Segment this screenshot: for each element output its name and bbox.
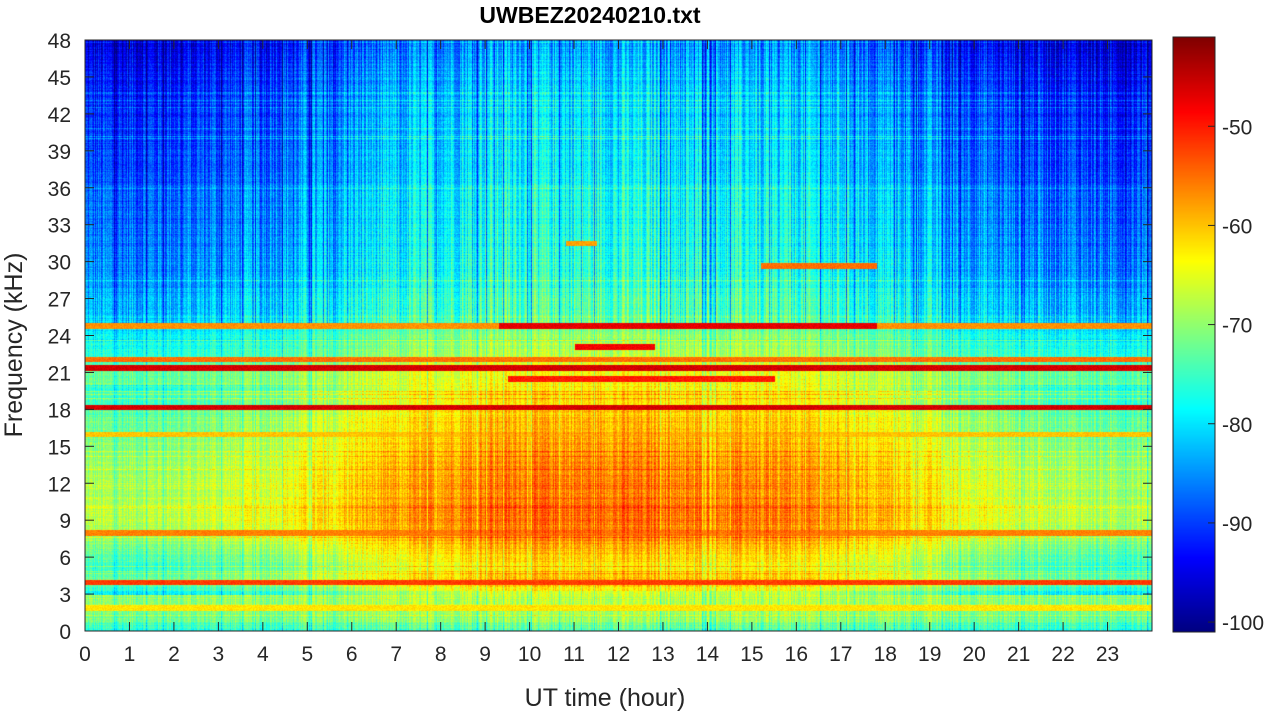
y-tick-label: 39 <box>48 141 71 164</box>
colorbar-tick-label: -70 <box>1222 315 1252 338</box>
x-tick-label: 21 <box>1007 643 1030 666</box>
x-tick-label: 22 <box>1051 643 1074 666</box>
x-tick-label: 7 <box>390 643 402 666</box>
y-tick-label: 6 <box>59 547 71 570</box>
colorbar-tick-label: -100 <box>1222 612 1264 635</box>
y-tick-label: 0 <box>59 621 71 644</box>
chart-title: UWBEZ20240210.txt <box>479 2 700 28</box>
colorbar-tick-label: -80 <box>1222 414 1252 437</box>
x-tick-label: 0 <box>79 643 91 666</box>
y-axis-label: Frequency (kHz) <box>0 253 28 438</box>
y-tick-label: 3 <box>59 584 71 607</box>
colorbar-tick-label: -50 <box>1222 116 1252 139</box>
x-tick-label: 15 <box>740 643 763 666</box>
colorbar-tick-label: -60 <box>1222 215 1252 238</box>
x-tick-label: 11 <box>563 643 585 666</box>
x-tick-label: 14 <box>696 643 720 666</box>
colorbar-gradient <box>1173 37 1215 632</box>
x-tick-label: 8 <box>435 643 447 666</box>
y-tick-label: 30 <box>48 252 71 275</box>
plot-frame <box>84 39 1153 632</box>
y-tick-label: 45 <box>48 67 71 90</box>
y-tick-label: 36 <box>48 178 71 201</box>
x-tick-label: 12 <box>607 643 630 666</box>
y-tick-label: 24 <box>48 326 72 349</box>
x-tick-label: 17 <box>829 643 852 666</box>
x-tick-label: 16 <box>785 643 808 666</box>
x-axis: 0 1 2 3 4 5 6 7 8 9 10 11 12 13 14 15 16 17 18 19 20 21 22 23 <box>79 40 1119 666</box>
plot-area <box>85 40 1152 631</box>
x-tick-label: 13 <box>651 643 674 666</box>
x-tick-label: 9 <box>479 643 491 666</box>
x-tick-label: 10 <box>518 643 541 666</box>
x-tick-label: 23 <box>1096 643 1119 666</box>
y-tick-label: 15 <box>48 436 71 459</box>
x-tick-label: 3 <box>213 643 225 666</box>
y-tick-label: 27 <box>48 289 71 312</box>
colorbar-ticks: -100 -90 -80 -70 -60 -50 <box>1208 116 1264 635</box>
y-tick-label: 42 <box>48 104 71 127</box>
x-tick-label: 5 <box>301 643 313 666</box>
y-tick-label: 21 <box>48 362 71 385</box>
x-tick-label: 6 <box>346 643 358 666</box>
y-tick-label: 9 <box>59 510 71 533</box>
heatmap-image <box>85 40 1152 631</box>
x-tick-label: 2 <box>168 643 180 666</box>
y-tick-label: 33 <box>48 215 71 238</box>
y-tick-label: 18 <box>48 399 71 422</box>
x-tick-label: 20 <box>962 643 985 666</box>
colorbar-frame <box>1172 36 1216 633</box>
colorbar: -100 -90 -80 -70 -60 -50 <box>1172 36 1264 635</box>
x-tick-label: 4 <box>257 643 269 666</box>
y-tick-label: 48 <box>48 30 71 53</box>
y-tick-label: 12 <box>48 473 71 496</box>
x-axis-label: UT time (hour) <box>525 684 686 712</box>
colorbar-tick-label: -90 <box>1222 513 1252 536</box>
x-tick-label: 19 <box>918 643 941 666</box>
x-tick-label: 18 <box>874 643 897 666</box>
x-tick-label: 1 <box>124 643 136 666</box>
